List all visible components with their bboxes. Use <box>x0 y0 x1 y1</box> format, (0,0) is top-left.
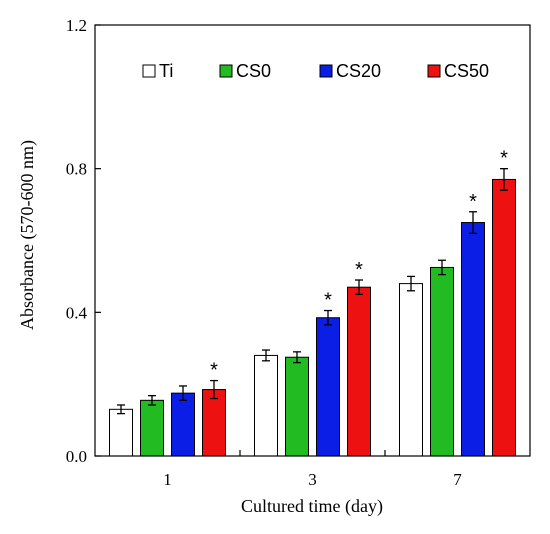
legend-label-cs50: CS50 <box>444 61 489 81</box>
bar-cs0-day-1 <box>140 399 164 457</box>
bar-ti-day-1 <box>109 408 133 457</box>
bar-cs0-day-7 <box>430 266 454 457</box>
error-bars <box>117 168 508 415</box>
bar-cs50-day-7 <box>492 178 516 457</box>
legend-label-ti: Ti <box>159 61 173 81</box>
significance-star: * <box>500 148 508 170</box>
bar-ti-day-7 <box>399 283 423 457</box>
legend-swatch-cs0 <box>219 64 233 78</box>
x-tick-label: 1 <box>163 470 172 489</box>
y-tick-label: 0.4 <box>66 303 88 322</box>
legend-swatch-cs20 <box>319 64 333 78</box>
legend-swatch-cs50 <box>427 64 441 78</box>
x-axis-label: Cultured time (day) <box>241 496 383 517</box>
plot-border <box>94 24 531 457</box>
x-tick-label: 7 <box>453 470 462 489</box>
legend-label-cs0: CS0 <box>236 61 271 81</box>
legend-swatch-ti <box>142 64 156 78</box>
legend: Ti CS0 CS20 CS50 <box>142 61 489 81</box>
significance-star: * <box>469 191 477 213</box>
x-tick-labels: 1 3 7 <box>163 470 462 489</box>
y-tick-label: 0.8 <box>66 160 87 179</box>
plot-frame <box>94 24 531 457</box>
x-tick-label: 3 <box>308 470 317 489</box>
significance-star: * <box>355 259 363 281</box>
legend-label-cs20: CS20 <box>336 61 381 81</box>
bar-cs20-day-7 <box>461 222 485 457</box>
significance-star: * <box>210 360 218 382</box>
y-tick-label: 0.0 <box>66 447 87 466</box>
y-axis-label: Absorbance (570-600 nm) <box>17 140 38 330</box>
y-tick-labels: 0.0 0.4 0.8 1.2 <box>66 16 88 466</box>
bar-cs50-day-3 <box>347 286 371 457</box>
bar-cs20-day-3 <box>316 317 340 457</box>
bar-cs0-day-3 <box>285 356 309 457</box>
bar-ti-day-3 <box>254 354 278 457</box>
significance-star: * <box>324 290 332 312</box>
bar-cs20-day-1 <box>171 392 195 457</box>
bars <box>109 178 516 457</box>
significance-markers: * * * * * <box>210 148 508 382</box>
bar-cs50-day-1 <box>202 389 226 457</box>
y-tick-label: 1.2 <box>66 16 87 35</box>
